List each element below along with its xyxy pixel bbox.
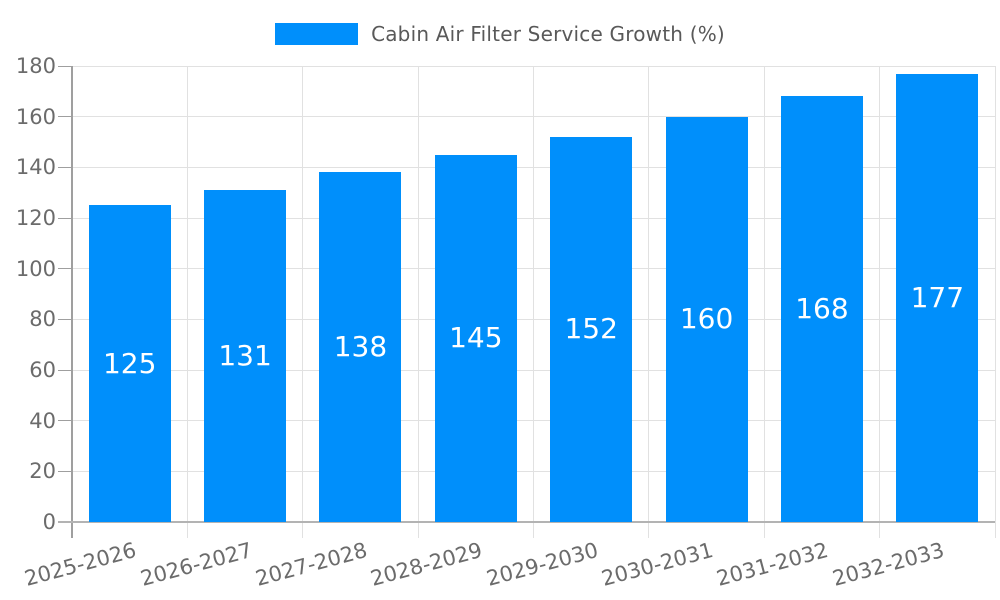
y-tick-mark [58,369,72,371]
x-tick-label: 2031-2032 [714,538,832,591]
v-gridline [533,66,534,538]
v-gridline [879,66,881,538]
bar[interactable] [88,205,171,522]
x-tick-label: 2025-2026 [22,538,139,591]
y-tick-label: 160 [15,104,56,129]
y-tick-mark [58,318,72,320]
y-tick-label: 80 [29,307,56,332]
v-gridline [648,66,650,538]
chart-legend[interactable]: Cabin Air Filter Service Growth (%) [0,20,1000,48]
bar[interactable] [434,154,517,522]
bar[interactable] [665,116,748,522]
x-tick-label: 2029-2030 [483,538,601,591]
v-gridline [417,66,419,538]
bar-value-label: 177 [910,280,965,314]
y-tick-mark [58,217,72,219]
bar[interactable] [780,96,863,522]
v-gridline [994,66,996,538]
v-gridline [763,66,765,538]
y-axis-line [71,66,73,538]
y-tick-label: 180 [15,54,56,78]
y-tick-mark [58,470,72,472]
bar-value-label: 160 [679,302,734,336]
y-tick-label: 20 [29,459,56,484]
y-tick-mark [58,420,72,422]
bar[interactable] [896,73,979,522]
y-tick-label: 120 [15,206,56,230]
y-tick-label: 60 [29,358,56,382]
x-tick-label: 2027-2028 [252,538,370,591]
y-tick-label: 40 [29,408,56,433]
y-tick-mark [58,268,72,270]
bar-value-label: 152 [564,312,618,346]
bar[interactable] [319,172,402,522]
bar[interactable] [550,136,633,522]
y-tick-mark [58,166,72,168]
legend-swatch [275,23,359,45]
y-tick-mark [58,65,72,67]
v-gridline [186,66,188,538]
x-axis-line [58,521,995,523]
x-tick-label: 2026-2027 [137,538,255,591]
y-tick-label: 140 [15,155,56,180]
y-tick-label: 0 [42,510,56,534]
bar-value-label: 131 [218,339,272,373]
x-tick-label: 2032-2033 [829,538,947,591]
bar-value-label: 138 [333,330,388,364]
v-gridline [302,66,304,538]
bar-value-label: 125 [102,346,157,380]
chart-title: Cabin Air Filter Service Growth (%) [371,22,725,46]
y-tick-label: 100 [15,256,56,281]
bar[interactable] [204,190,287,522]
x-tick-label: 2030-2031 [598,538,716,591]
bar-value-label: 145 [449,321,503,355]
y-tick-mark [58,116,72,118]
x-tick-label: 2028-2029 [368,538,486,591]
bar-value-label: 168 [795,292,849,326]
